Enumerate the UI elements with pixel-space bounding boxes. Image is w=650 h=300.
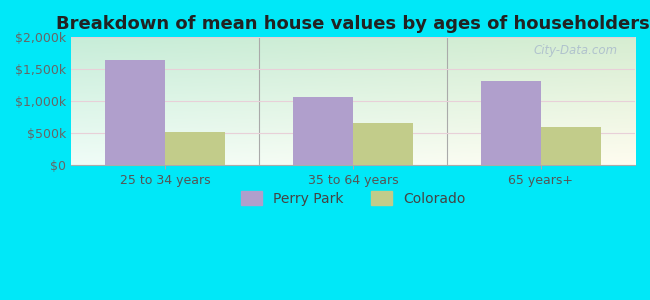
Bar <box>481 81 541 165</box>
Bar <box>293 97 353 165</box>
Title: Breakdown of mean house values by ages of householders: Breakdown of mean house values by ages o… <box>56 15 650 33</box>
Bar <box>353 123 413 165</box>
Bar <box>105 60 165 165</box>
Text: City-Data.com: City-Data.com <box>534 44 618 57</box>
Bar <box>165 132 225 165</box>
Bar <box>541 127 601 165</box>
Legend: Perry Park, Colorado: Perry Park, Colorado <box>235 186 471 211</box>
